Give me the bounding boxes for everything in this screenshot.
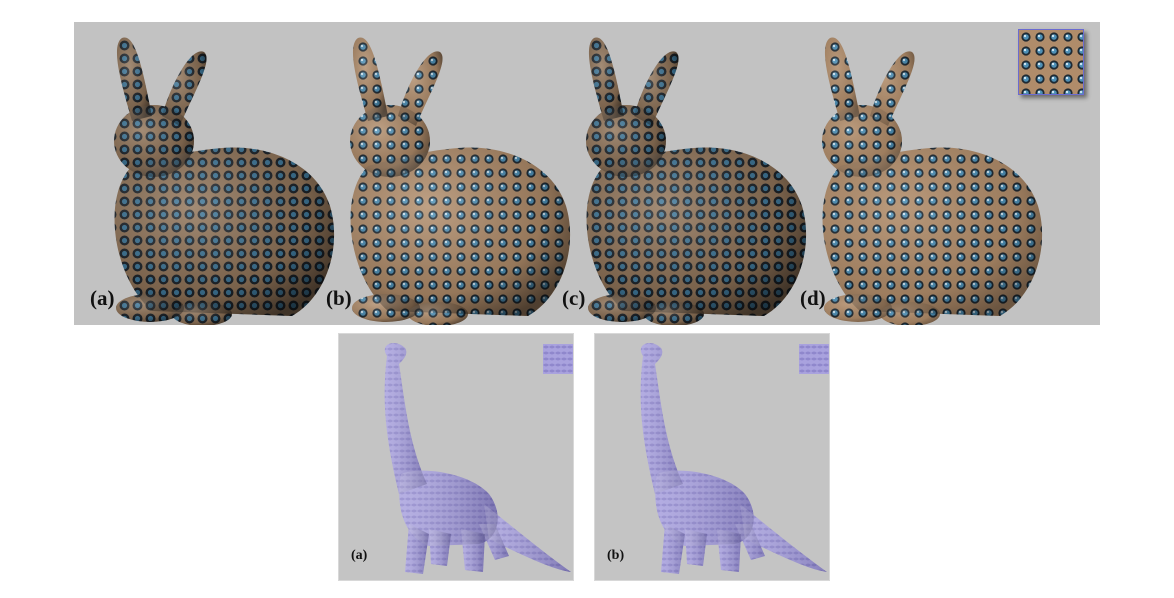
dinosaur-exemplar-swatch-b bbox=[799, 344, 829, 374]
dinosaur-render-b bbox=[640, 342, 827, 574]
exemplar-texture-swatch bbox=[1018, 29, 1084, 95]
bunny-c bbox=[586, 37, 807, 325]
bunny-d bbox=[822, 37, 1043, 325]
bunny-renders bbox=[114, 37, 1043, 325]
dinosaur-panel-a: (a) bbox=[338, 333, 574, 581]
bunny-b bbox=[350, 37, 571, 325]
dinosaur-panel-b: (b) bbox=[594, 333, 830, 581]
label-d: (d) bbox=[800, 286, 826, 310]
dinosaur-exemplar-swatch-a bbox=[543, 344, 573, 374]
label-a: (a) bbox=[90, 286, 115, 310]
bunny-figure-panel: (a) (b) (c) (d) bbox=[74, 22, 1100, 325]
dinosaur-render-a bbox=[384, 342, 571, 574]
bunny-a bbox=[114, 37, 335, 325]
label-b: (b) bbox=[326, 286, 352, 310]
label-dino-b: (b) bbox=[607, 548, 625, 563]
label-c: (c) bbox=[562, 286, 586, 310]
label-dino-a: (a) bbox=[351, 548, 368, 563]
